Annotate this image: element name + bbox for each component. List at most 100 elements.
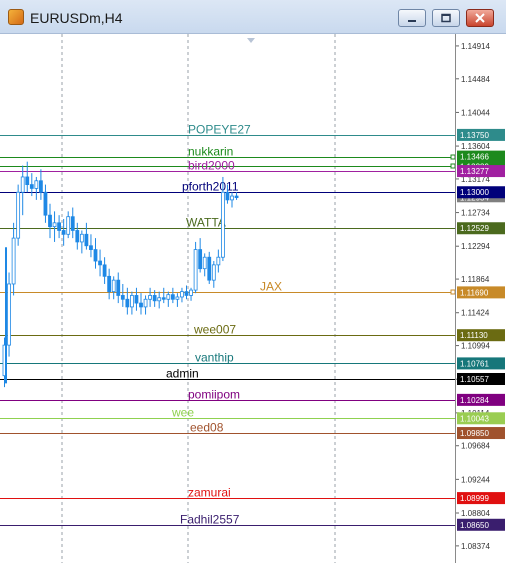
candle: [48, 203, 52, 239]
hline-label: wee007: [193, 323, 236, 337]
scale-tick-label: 1.12294: [461, 242, 490, 251]
candle: [230, 192, 234, 208]
candle-body: [152, 295, 157, 302]
candle: [107, 268, 112, 300]
minimize-icon: [408, 20, 416, 22]
app-icon: [8, 9, 24, 25]
candle-body: [29, 184, 34, 189]
chart-area[interactable]: POPEYE27 nukkarin bird2000 pforth2011 WATTA J…: [0, 34, 455, 563]
candle: [220, 176, 225, 262]
candle: [79, 230, 84, 254]
candle-body: [193, 249, 198, 291]
close-button[interactable]: [466, 9, 494, 27]
candle: [34, 176, 39, 200]
candle-body: [207, 256, 212, 281]
scale-tick-label: 1.12734: [461, 209, 490, 218]
candle: [161, 287, 166, 304]
candle: [98, 249, 102, 277]
candle-body: [34, 180, 39, 189]
candle: [166, 291, 171, 307]
level-price-label: 1.13750: [460, 131, 489, 140]
candle-body: [20, 176, 25, 193]
level-price-label: 1.12529: [460, 224, 489, 233]
candle: [120, 283, 125, 307]
candle-body: [120, 295, 125, 300]
level-price-box: [457, 222, 505, 235]
level-price-label: 1.10284: [460, 396, 489, 405]
level-price-box: [457, 329, 505, 342]
candle-body: [161, 297, 166, 300]
level-price-box: [457, 492, 505, 505]
minimize-button[interactable]: [398, 9, 426, 27]
candle: [134, 287, 139, 311]
level-price-label: 1.11690: [460, 288, 489, 297]
hline-label: WATTA: [186, 216, 226, 230]
level-price-box: [457, 357, 505, 370]
hline-label: admin: [166, 367, 199, 381]
candle-body: [198, 249, 203, 270]
candle-body: [148, 295, 153, 300]
chart-shift-marker: [247, 38, 255, 43]
candle-body: [25, 176, 30, 185]
title-bar[interactable]: EURUSDm,H4: [0, 0, 506, 34]
scale-tick-label: 1.14914: [461, 42, 490, 51]
candle-body: [84, 233, 89, 247]
scale-tick-label: 1.14484: [461, 75, 490, 84]
candle-body: [166, 294, 171, 300]
hline-label: pomiipom: [188, 388, 240, 402]
level-price-label: 1.08650: [460, 521, 489, 530]
candle-body: [234, 195, 239, 198]
level-price-box: [457, 412, 505, 425]
candle-body: [16, 191, 21, 239]
candle: [29, 173, 34, 197]
scale-tick-label: 1.08374: [461, 542, 490, 551]
level-price-box: [457, 518, 505, 531]
candle-body: [116, 279, 121, 296]
candle-body: [48, 214, 52, 228]
candle-body: [175, 296, 180, 300]
scale-tick-label: 1.10994: [461, 342, 490, 351]
candle-body: [180, 291, 184, 298]
candle-body: [111, 279, 116, 293]
level-price-box: [457, 128, 505, 141]
hline-label: JAX: [260, 280, 282, 294]
candle-body: [107, 275, 112, 293]
candle-body: [43, 191, 48, 216]
candle: [198, 238, 203, 273]
candle-body: [225, 191, 230, 201]
candle: [234, 192, 239, 200]
level-price-box: [457, 165, 505, 178]
candle-body: [129, 295, 134, 308]
candle: [61, 218, 66, 246]
candle: [43, 184, 48, 223]
candle: [193, 241, 198, 294]
restore-button[interactable]: [432, 9, 460, 27]
candle: [116, 272, 121, 304]
candle-body: [70, 216, 75, 231]
scale-tick-label: 1.14044: [461, 108, 490, 117]
price-scale[interactable]: 1.14914 1.14484 1.14044 1.13604 1.13174 1.127…: [455, 34, 506, 563]
level-price-label: 1.13000: [460, 188, 489, 197]
restore-icon: [441, 13, 451, 23]
candle: [11, 222, 16, 296]
candle: [170, 287, 175, 304]
candle: [93, 238, 98, 269]
candle: [7, 272, 11, 357]
candle: [189, 287, 193, 301]
candle: [66, 211, 71, 239]
candle: [184, 285, 189, 300]
candle-body: [57, 222, 61, 231]
candle-body: [66, 216, 71, 235]
hline-label: POPEYE27: [188, 123, 251, 137]
candle-body: [11, 237, 16, 285]
hline-label: Fadhil2557: [180, 513, 240, 527]
candle-body: [39, 180, 43, 193]
scale-tick-label: 1.11864: [461, 275, 490, 284]
candle-body: [102, 264, 107, 277]
candle: [207, 251, 212, 284]
candle: [129, 291, 134, 315]
level-price-label: 1.11130: [460, 331, 488, 340]
candle: [139, 293, 143, 315]
candle-body: [93, 249, 98, 262]
